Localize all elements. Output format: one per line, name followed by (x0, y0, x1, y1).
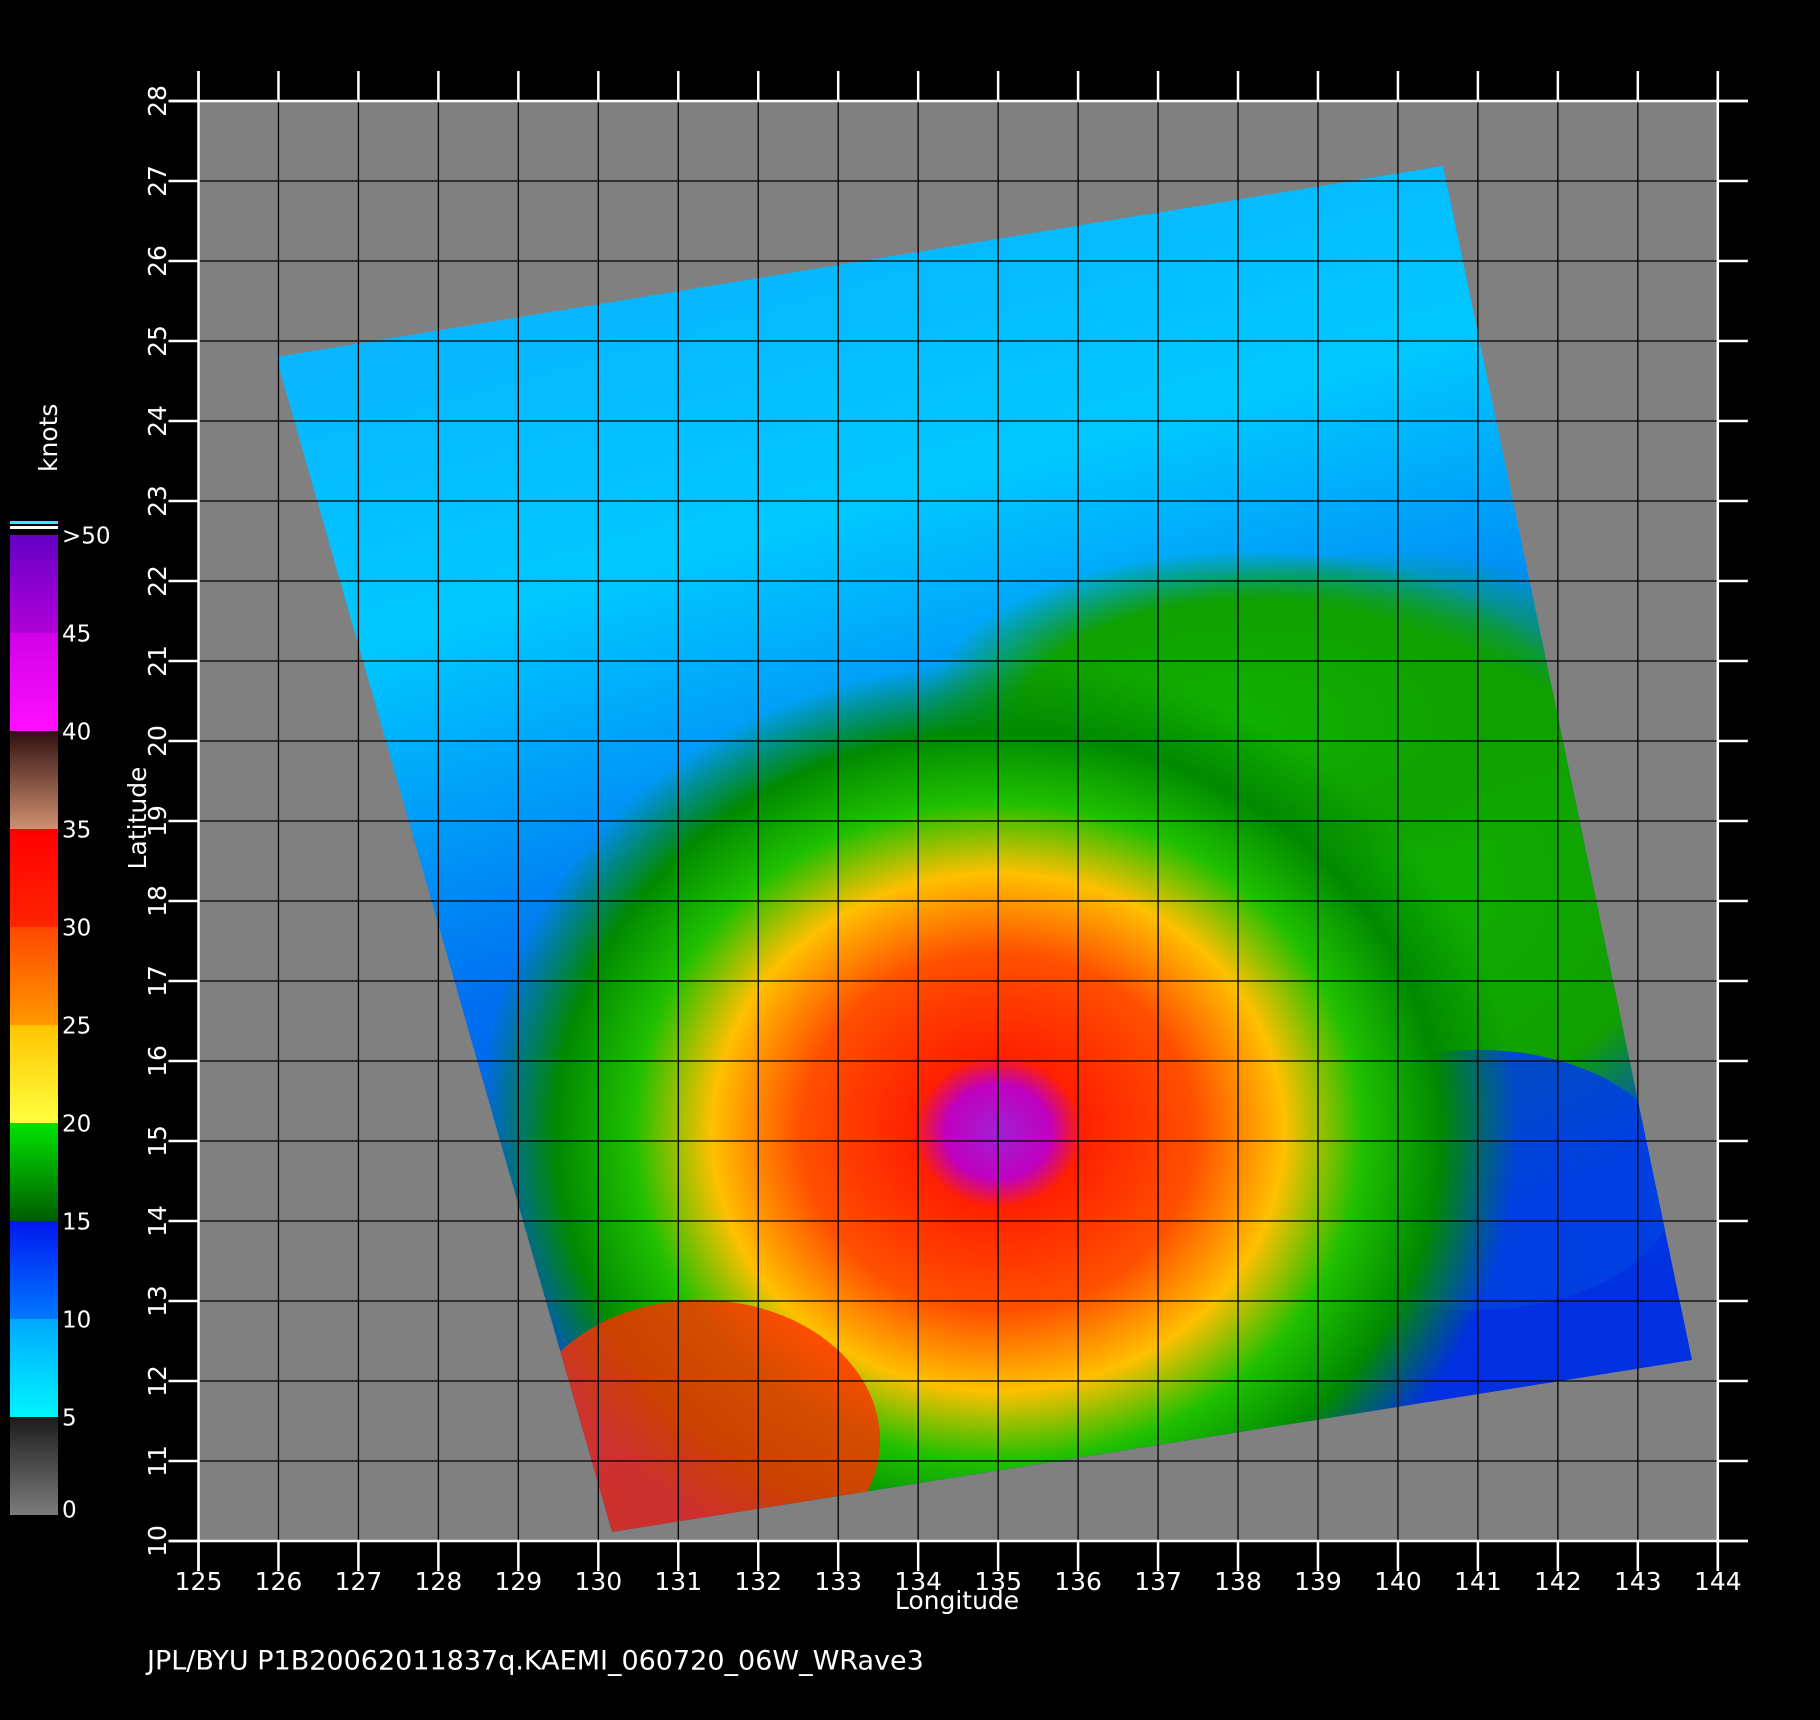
x-tick-label: 141 (1454, 1567, 1502, 1596)
colorbar-cap (10, 521, 58, 524)
colorbar-segment (10, 829, 58, 927)
y-tick-label: 28 (143, 85, 172, 117)
colorbar-segment (10, 927, 58, 1025)
colorbar-tick-label: 25 (62, 1014, 91, 1040)
x-tick-label: 126 (255, 1567, 303, 1596)
x-tick-label: 129 (494, 1567, 542, 1596)
colorbar-segment (10, 731, 58, 829)
y-tick-label: 10 (143, 1525, 172, 1557)
x-tick-label: 137 (1134, 1567, 1182, 1596)
axes: 125 126 127 128 129 130 131 132 133 134 135 136 137 1… (10, 71, 1748, 1596)
y-axis-label: Latitude (123, 767, 152, 870)
x-tick-label: 135 (974, 1567, 1022, 1596)
colorbar-tick-label: 10 (62, 1308, 91, 1334)
y-tick-label: 18 (143, 885, 172, 917)
colorbar-tick-label: 20 (62, 1112, 91, 1138)
y-tick-label: 12 (143, 1365, 172, 1397)
x-tick-label: 125 (175, 1567, 223, 1596)
colorbar-tick-label: 0 (62, 1498, 77, 1524)
colorbar-cap (10, 526, 58, 529)
footer: JPL/BYU P1B20062011837q.KAEMI_060720_06W… (145, 1646, 924, 1677)
x-tick-label: 130 (574, 1567, 622, 1596)
y-tick-label: 26 (143, 245, 172, 277)
x-tick-label: 143 (1614, 1567, 1662, 1596)
y-tick-label: 23 (143, 485, 172, 517)
colorbar-tick-label: 40 (62, 720, 91, 746)
y-tick-label: 11 (143, 1445, 172, 1477)
y-tick-label: 16 (143, 1045, 172, 1077)
x-axis-label: Longitude (895, 1586, 1019, 1615)
x-tick-label: 136 (1054, 1567, 1102, 1596)
y-tick-label: 27 (143, 165, 172, 197)
x-tick-label: 139 (1294, 1567, 1342, 1596)
y-tick-label: 25 (143, 325, 172, 357)
y-tick-label: 13 (143, 1285, 172, 1317)
y-tick-label: 20 (143, 725, 172, 757)
colorbar-tick-label: 5 (62, 1406, 77, 1432)
colorbar-segment (10, 1123, 58, 1221)
colorbar-title: knots (34, 404, 63, 472)
x-tick-label: 132 (734, 1567, 782, 1596)
colorbar-tick-label: >50 (62, 524, 111, 550)
colorbar-tick-label: 35 (62, 818, 91, 844)
x-tick-label: 133 (814, 1567, 862, 1596)
y-tick-label: 24 (143, 405, 172, 437)
x-tick-label: 144 (1694, 1567, 1742, 1596)
colorbar-segment (10, 633, 58, 731)
colorbar-segment (10, 1319, 58, 1417)
y-tick-label: 21 (143, 645, 172, 677)
colorbar-segment (10, 1417, 58, 1515)
y-tick-label: 14 (143, 1205, 172, 1237)
colorbar-segment (10, 1221, 58, 1319)
x-tick-label: 128 (415, 1567, 463, 1596)
colorbar-tick-label: 15 (62, 1210, 91, 1236)
x-tick-label: 140 (1374, 1567, 1422, 1596)
y-tick-label: 19 (143, 805, 172, 837)
colorbar-segment (10, 1025, 58, 1123)
x-tick-label: 142 (1534, 1567, 1582, 1596)
x-tick-label: 134 (894, 1567, 942, 1596)
y-tick-label: 15 (143, 1125, 172, 1157)
colorbar-tick-label: 45 (62, 622, 91, 648)
y-tick-label: 22 (143, 565, 172, 597)
x-tick-label: 127 (335, 1567, 383, 1596)
colorbar-tick-label: 30 (62, 916, 91, 942)
x-tick-label: 131 (654, 1567, 702, 1596)
colorbar-segment (10, 535, 58, 633)
x-tick-label: 138 (1214, 1567, 1262, 1596)
y-tick-label: 17 (143, 965, 172, 997)
